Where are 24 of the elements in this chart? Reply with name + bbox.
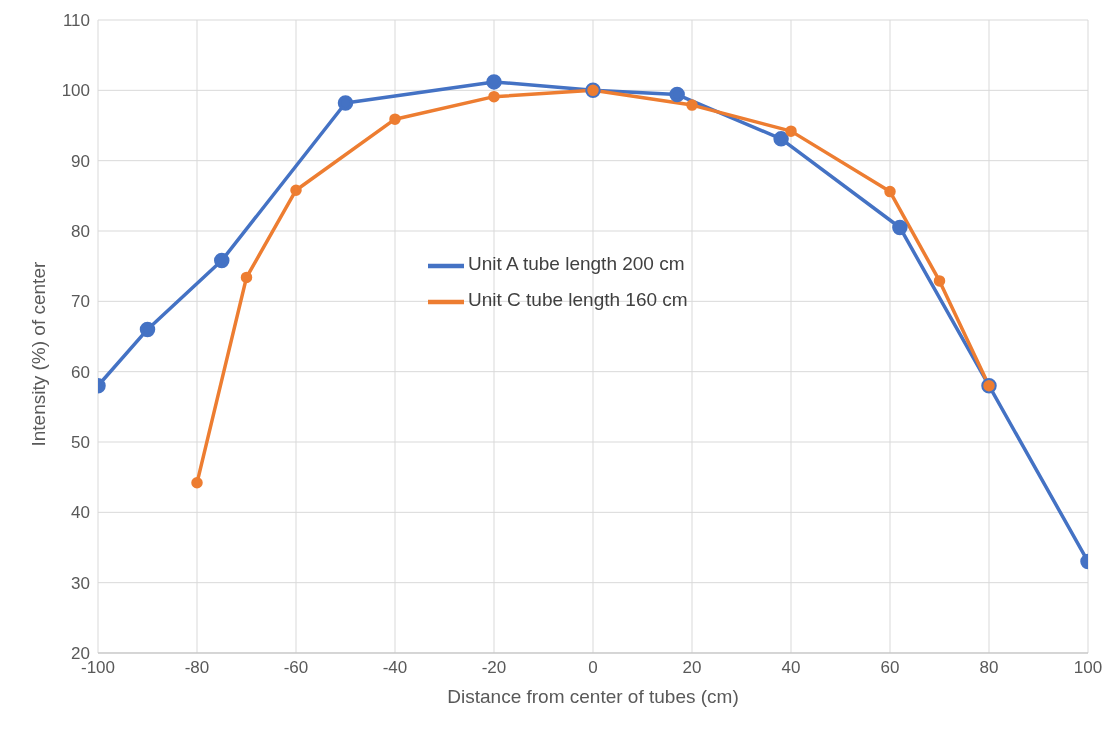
x-tick-label: -60	[283, 658, 309, 678]
legend-label: Unit C tube length 160 cm	[468, 289, 688, 311]
x-tick-label: 0	[588, 658, 598, 678]
x-tick-label: -80	[184, 658, 210, 678]
y-tick-label: 30	[71, 573, 90, 593]
x-axis-title: Distance from center of tubes (cm)	[447, 686, 739, 707]
x-tick-label: -100	[80, 658, 116, 678]
x-tick-label: 20	[682, 658, 702, 678]
y-tick-label: 110	[62, 11, 90, 31]
y-tick-label: 50	[71, 433, 90, 453]
y-tick-label: 60	[71, 362, 90, 382]
x-tick-label: -40	[382, 658, 408, 678]
legend-label: Unit A tube length 200 cm	[468, 253, 685, 275]
x-tick-label: 60	[880, 658, 900, 678]
y-tick-label: 70	[71, 292, 90, 312]
y-tick-label: 40	[71, 503, 90, 523]
y-tick-label: 90	[71, 151, 90, 171]
y-tick-label: 80	[71, 222, 90, 242]
x-tick-label: -20	[481, 658, 507, 678]
y-axis-title: Intensity (%) of center	[27, 261, 49, 447]
x-tick-label: 80	[979, 658, 999, 678]
y-tick-label: 100	[61, 81, 90, 101]
x-tick-label: 40	[781, 658, 801, 678]
x-tick-label: 100	[1073, 658, 1103, 678]
